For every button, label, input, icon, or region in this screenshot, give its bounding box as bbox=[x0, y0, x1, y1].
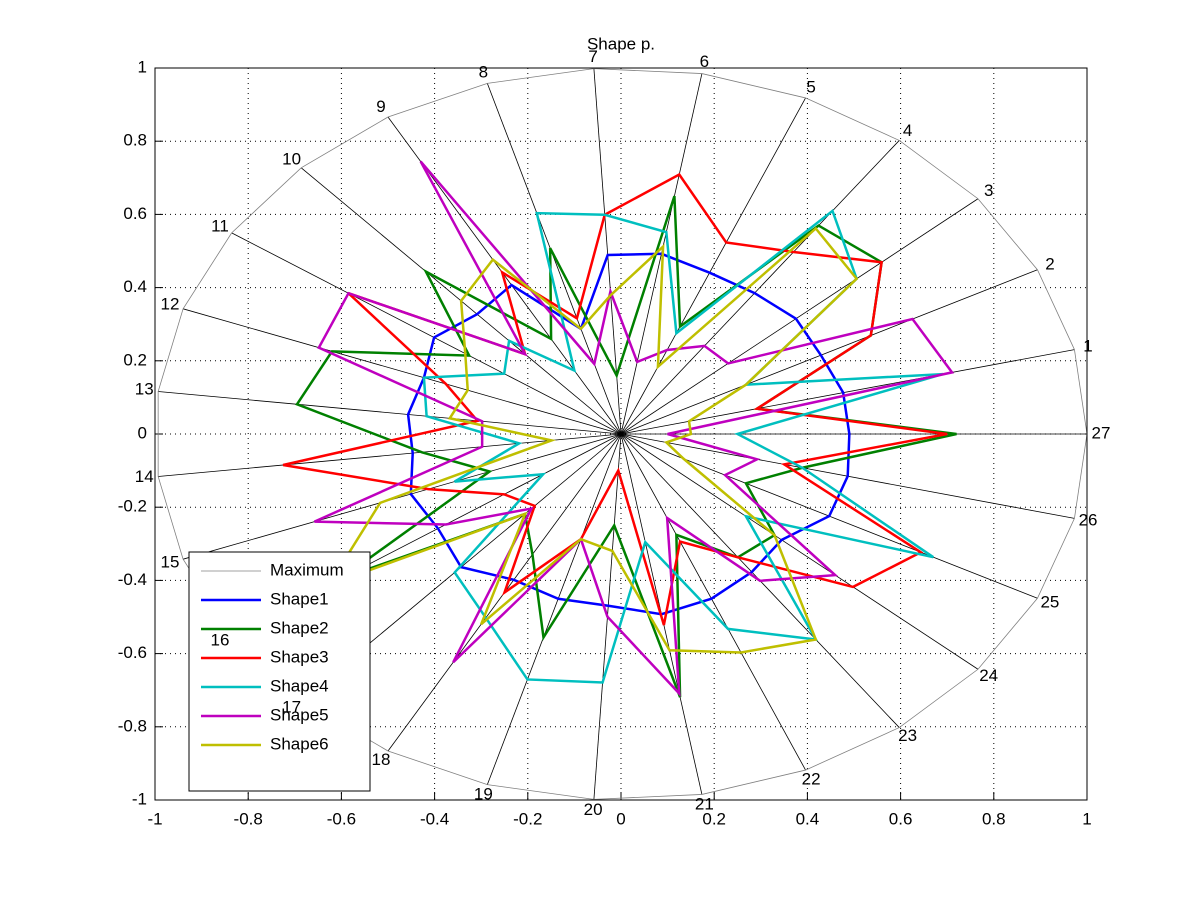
spoke-label: 4 bbox=[903, 121, 912, 140]
spoke-label: 13 bbox=[135, 380, 154, 399]
spoke-label: 17 bbox=[282, 698, 301, 717]
y-tick-label: 1 bbox=[138, 57, 147, 76]
spoke bbox=[620, 269, 1038, 435]
axes-box bbox=[154, 67, 1088, 801]
series-shape bbox=[295, 195, 957, 698]
series-shape bbox=[282, 172, 948, 626]
x-tick-label: 1 bbox=[1082, 809, 1091, 828]
y-tick-label: 0.8 bbox=[123, 131, 147, 150]
y-tick-label: -1 bbox=[132, 789, 147, 808]
x-tick-label: 0 bbox=[616, 809, 625, 828]
spoke bbox=[182, 433, 622, 560]
legend-label: Shape5 bbox=[270, 705, 329, 724]
spoke-label: 24 bbox=[979, 666, 998, 685]
x-tick-label: 0.2 bbox=[702, 809, 726, 828]
spoke bbox=[158, 433, 622, 477]
x-tick-label: 0.6 bbox=[889, 809, 913, 828]
spoke bbox=[486, 83, 622, 435]
spoke-label: 5 bbox=[806, 77, 815, 96]
x-tick-label: 0.8 bbox=[982, 809, 1006, 828]
spoke bbox=[620, 198, 979, 435]
series-shape bbox=[422, 208, 944, 684]
y-tick-label: -0.8 bbox=[118, 716, 147, 735]
spoke bbox=[620, 140, 900, 435]
spoke bbox=[620, 433, 806, 771]
spoke-label: 21 bbox=[695, 795, 714, 814]
spoke bbox=[620, 349, 1075, 435]
x-tick-label: 0.4 bbox=[796, 809, 820, 828]
legend-label: Shape4 bbox=[270, 676, 329, 695]
spoke-label: 8 bbox=[479, 62, 488, 81]
spoke bbox=[158, 391, 622, 435]
spoke-label: 10 bbox=[282, 149, 301, 168]
spoke-label: 26 bbox=[1079, 510, 1098, 529]
spoke bbox=[620, 433, 979, 670]
spoke-label: 3 bbox=[984, 181, 993, 200]
spoke bbox=[182, 308, 622, 435]
legend-label: Maximum bbox=[270, 560, 344, 579]
y-tick-label: 0.6 bbox=[123, 204, 147, 223]
spoke-label: 6 bbox=[700, 52, 709, 71]
y-tick-label: 0 bbox=[138, 423, 147, 442]
spoke-label: 25 bbox=[1040, 593, 1059, 612]
series-shape bbox=[326, 226, 859, 654]
y-tick-label: 0.4 bbox=[123, 277, 147, 296]
y-tick-label: -0.2 bbox=[118, 497, 147, 516]
spoke bbox=[620, 97, 806, 435]
series-shape bbox=[313, 160, 955, 697]
y-tick-label: -0.6 bbox=[118, 643, 147, 662]
spoke-label: 11 bbox=[211, 216, 229, 235]
spoke-label: 23 bbox=[898, 726, 917, 745]
spoke-label: 1 bbox=[1083, 337, 1092, 356]
spoke-label: 18 bbox=[372, 750, 391, 769]
series-shape bbox=[157, 68, 1088, 800]
x-tick-label: -0.6 bbox=[327, 809, 356, 828]
spoke-label: 7 bbox=[588, 47, 597, 66]
spoke-label: 22 bbox=[802, 770, 821, 789]
legend-label: Shape1 bbox=[270, 589, 329, 608]
spoke-label: 14 bbox=[135, 467, 154, 486]
series-shape bbox=[406, 252, 851, 616]
spoke-label: 19 bbox=[474, 785, 493, 804]
legend-box bbox=[188, 551, 371, 792]
x-tick-label: -1 bbox=[147, 809, 162, 828]
spoke-label: 20 bbox=[584, 800, 603, 819]
legend-label: Shape6 bbox=[270, 734, 329, 753]
spoke-label: 27 bbox=[1092, 423, 1111, 442]
spoke-label: 2 bbox=[1045, 254, 1054, 273]
spoke bbox=[231, 232, 622, 435]
y-tick-label: 0.2 bbox=[123, 350, 147, 369]
y-tick-label: -0.4 bbox=[118, 570, 147, 589]
legend-label: Shape2 bbox=[270, 618, 329, 637]
spoke-label: 12 bbox=[161, 295, 180, 314]
spoke-label: 15 bbox=[161, 552, 180, 571]
chart-title: Shape p. bbox=[587, 34, 655, 53]
spoke-label: 16 bbox=[211, 631, 230, 650]
legend-label: Shape3 bbox=[270, 647, 329, 666]
spoke-label: 9 bbox=[376, 97, 385, 116]
spoke bbox=[486, 433, 622, 785]
x-tick-label: -0.2 bbox=[513, 809, 542, 828]
x-tick-label: -0.8 bbox=[234, 809, 263, 828]
x-tick-label: -0.4 bbox=[420, 809, 449, 828]
